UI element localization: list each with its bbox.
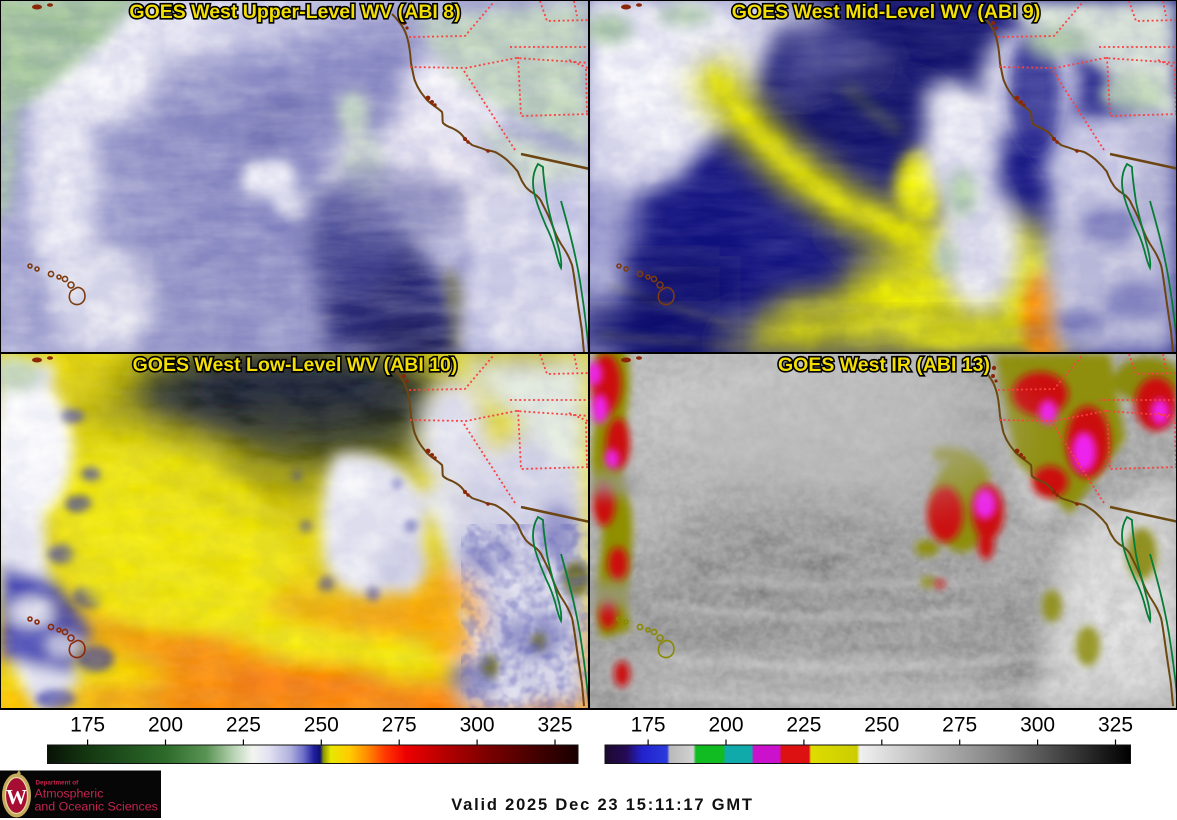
svg-text:W: W — [6, 785, 27, 809]
svg-text:225: 225 — [226, 714, 261, 737]
svg-text:325: 325 — [537, 714, 572, 737]
svg-text:Valid 2025 Dec 23 15:11:17 GMT: Valid 2025 Dec 23 15:11:17 GMT — [451, 796, 754, 814]
svg-text:300: 300 — [460, 714, 495, 737]
svg-text:and Oceanic Sciences: and Oceanic Sciences — [35, 800, 158, 814]
svg-text:GOES West Low-Level WV (ABI 10: GOES West Low-Level WV (ABI 10) — [133, 354, 458, 376]
svg-text:175: 175 — [70, 714, 105, 737]
svg-text:GOES West Mid-Level WV (ABI 9): GOES West Mid-Level WV (ABI 9) — [732, 1, 1040, 23]
svg-text:300: 300 — [1020, 714, 1055, 737]
svg-text:275: 275 — [942, 714, 977, 737]
svg-text:275: 275 — [382, 714, 417, 737]
svg-text:225: 225 — [786, 714, 821, 737]
svg-text:Atmospheric: Atmospheric — [35, 787, 104, 801]
svg-text:250: 250 — [304, 714, 339, 737]
svg-text:175: 175 — [631, 714, 666, 737]
svg-text:200: 200 — [708, 714, 743, 737]
svg-text:200: 200 — [148, 714, 183, 737]
svg-text:250: 250 — [864, 714, 899, 737]
svg-text:GOES West IR (ABI 13): GOES West IR (ABI 13) — [778, 354, 990, 376]
svg-text:325: 325 — [1098, 714, 1133, 737]
svg-text:GOES West Upper-Level WV (ABI: GOES West Upper-Level WV (ABI 8) — [129, 1, 460, 23]
svg-text:Department of: Department of — [36, 780, 80, 787]
